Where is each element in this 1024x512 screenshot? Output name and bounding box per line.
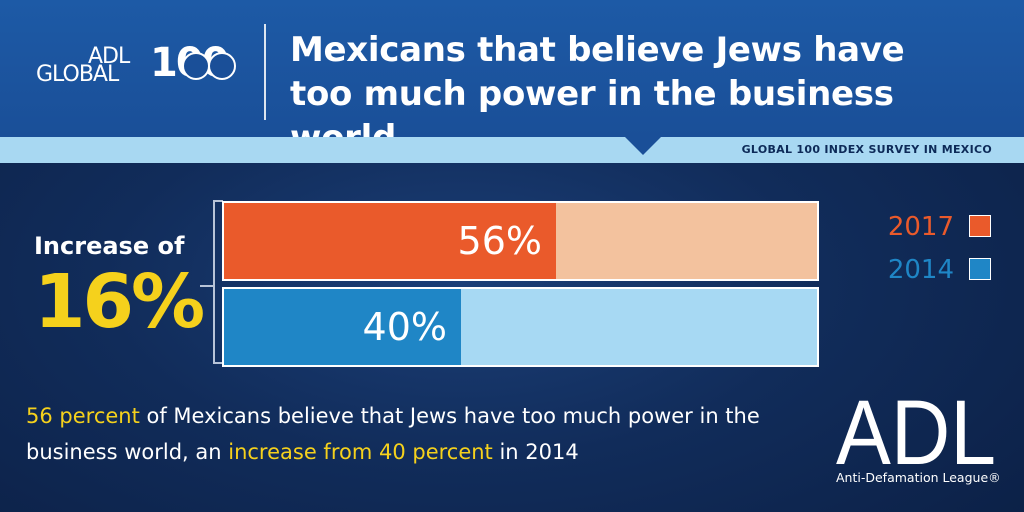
header-band: ADL GLOBAL 100 Mexicans that believe Jew…	[0, 0, 1024, 158]
footnote-text-2: in 2014	[492, 440, 579, 464]
bar-value-label-2014: 40%	[362, 305, 447, 349]
bar-track-2017: 56%	[222, 201, 819, 281]
bar-track-2014: 40%	[222, 287, 819, 367]
logo-globe-icon	[182, 52, 210, 80]
bar-2017	[224, 203, 556, 279]
header-divider	[264, 24, 266, 120]
bracket-middle-tick	[200, 285, 214, 287]
legend-item-2017: 2017	[886, 212, 991, 242]
title-line-1: Mexicans that believe Jews have	[290, 30, 905, 70]
bar-2014	[224, 289, 461, 365]
bracket-bottom-tick	[213, 362, 223, 364]
adl-logo-text: ADL	[836, 392, 996, 474]
adl-logo: ADL	[836, 392, 996, 474]
chart-footnote: 56 percent of Mexicans believe that Jews…	[26, 398, 806, 470]
bracket-line	[213, 200, 215, 364]
legend-label: 2014	[887, 255, 954, 285]
bracket-top-tick	[213, 200, 223, 202]
legend-label: 2017	[887, 212, 954, 242]
adl-subtitle: Anti-Defamation League®	[836, 470, 1001, 485]
adl-global-100-logo: ADL GLOBAL 100	[32, 40, 242, 94]
increase-value: 16%	[34, 259, 205, 345]
footnote-highlight-1: 56 percent	[26, 404, 140, 428]
legend-swatch	[969, 215, 991, 237]
increase-label: Increase of	[34, 232, 185, 260]
bar-value-label-2017: 56%	[457, 219, 542, 263]
header-notch	[625, 137, 661, 155]
footnote-highlight-2: increase from 40 percent	[228, 440, 493, 464]
footnote-text-1: of Mexicans believe that Jews have too m…	[26, 404, 760, 464]
logo-globe-icon	[208, 52, 236, 80]
legend-item-2014: 2014	[886, 255, 991, 285]
legend-swatch	[969, 258, 991, 280]
logo-global-text: GLOBAL	[36, 62, 119, 87]
survey-strip	[0, 137, 1024, 163]
survey-label: GLOBAL 100 INDEX SURVEY IN MEXICO	[741, 143, 992, 156]
logo-adl-text: ADL	[88, 44, 130, 69]
